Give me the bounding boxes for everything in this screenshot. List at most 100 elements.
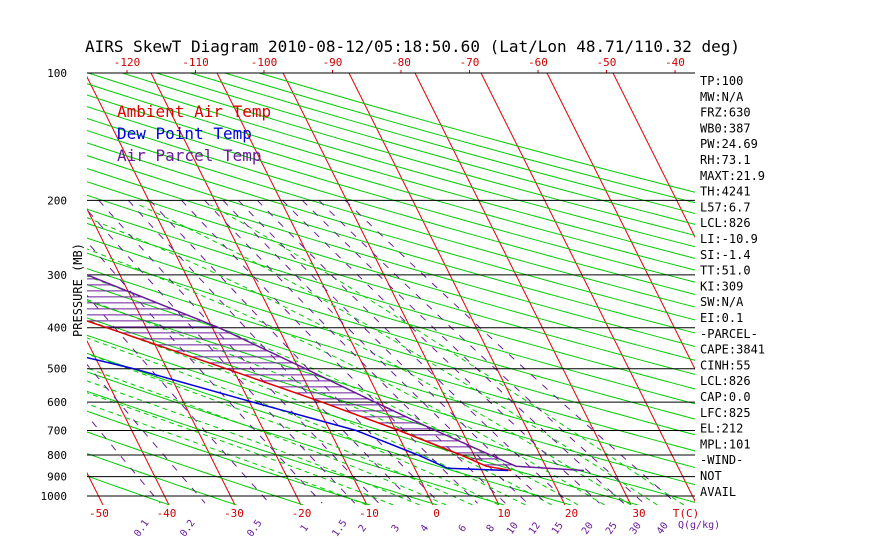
air-parcel-temp-line <box>87 274 585 472</box>
pressure-axis: 100 200 300 400 500 600 700 800 900 1000 <box>41 67 68 503</box>
mixing-ratio-tick-label: 0.2 <box>178 518 197 539</box>
legend: Ambient Air Temp Dew Point Temp Air Parcel… <box>117 102 271 165</box>
pressure-tick-label: 300 <box>47 269 67 282</box>
mixing-ratio-tick-label: 3 <box>390 523 402 534</box>
top-temp-tick-label: -60 <box>528 56 548 69</box>
dry-adiabat-line <box>87 252 695 436</box>
dry-adiabat-line <box>87 334 639 505</box>
dry-adiabat-line <box>87 352 572 505</box>
stat-item: TP:100 <box>700 74 743 88</box>
mixing-ratio-tick-label: 15 <box>550 520 566 536</box>
mixing-ratio-tick-label: 10 <box>505 520 521 536</box>
dry-adiabat-line <box>87 167 695 348</box>
stat-item: LFC:825 <box>700 406 751 420</box>
dry-adiabat-line <box>87 181 695 361</box>
mixing-ratio-line <box>87 363 206 504</box>
bottom-temp-tick-label: -10 <box>359 507 379 520</box>
mixing-ratio-axis: 0.1 0.2 0.5 1 1.5 2 3 4 6 8 10 12 15 20 25 30 40 Q(g/kg) <box>132 518 720 539</box>
dry-adiabat-line <box>87 83 695 259</box>
dry-adiabat-line <box>87 268 695 452</box>
dew-point-temp-line <box>87 356 509 472</box>
bottom-temp-tick-label: 20 <box>565 507 578 520</box>
stat-item: TT:51.0 <box>700 264 751 278</box>
moist-adiabat-line <box>87 248 605 505</box>
profile-curves <box>87 274 585 472</box>
dry-adiabat-line <box>87 284 695 469</box>
mixing-ratio-tick-label: 40 <box>655 520 671 536</box>
top-temp-tick-label: -120 <box>114 56 141 69</box>
stat-item: SW:N/A <box>700 295 744 309</box>
mixing-ratio-line <box>318 199 645 504</box>
mixing-ratio-line <box>87 294 270 504</box>
stat-item: EI:0.1 <box>700 311 743 325</box>
stat-item: CAPE:3841 <box>700 343 765 357</box>
mixing-ratio-tick-label: 4 <box>419 523 431 534</box>
mixing-ratio-unit-label: Q(g/kg) <box>678 520 720 531</box>
dry-adiabat-line <box>87 155 695 334</box>
moist-adiabat-line <box>87 353 473 505</box>
moist-adiabat-line <box>87 217 632 505</box>
stat-item: MAXT:21.9 <box>700 169 765 183</box>
mixing-ratio-tick-label: 2 <box>357 523 369 534</box>
pressure-tick-label: 800 <box>47 449 67 462</box>
dry-adiabat-line <box>87 208 695 390</box>
top-temp-tick-label: -40 <box>665 56 685 69</box>
chart-title: AIRS SkewT Diagram 2010-08-12/05:18:50.6… <box>85 37 740 56</box>
isotherm-line <box>480 73 695 503</box>
pressure-tick-label: 1000 <box>41 490 68 503</box>
mixing-ratio-tick-label: 25 <box>604 520 620 536</box>
stat-item: LCL:826 <box>700 216 751 230</box>
mixing-ratio-tick-label: 0.1 <box>132 518 151 539</box>
dry-adiabat-line <box>258 73 695 193</box>
stat-item: TH:4241 <box>700 185 751 199</box>
isotherm-line <box>282 73 500 505</box>
isobar-lines <box>87 72 695 497</box>
moist-adiabat-line <box>87 275 579 505</box>
mixing-ratio-tick-label: 6 <box>457 523 469 534</box>
dry-adiabat-line <box>87 431 304 505</box>
pressure-tick-label: 900 <box>47 471 67 484</box>
bottom-temp-tick-label: -50 <box>89 507 109 520</box>
top-temp-tick-label: -90 <box>323 56 343 69</box>
mixing-ratio-line <box>282 199 600 504</box>
moist-adiabat-line <box>87 392 394 505</box>
legend-item: Dew Point Temp <box>117 124 252 143</box>
pressure-tick-label: 100 <box>47 67 67 80</box>
stat-item: LI:-10.9 <box>700 232 758 246</box>
stat-item: WB0:387 <box>700 121 751 135</box>
top-temp-tick-label: -50 <box>597 56 617 69</box>
mixing-ratio-tick-label: 30 <box>628 520 644 536</box>
pressure-tick-label: 500 <box>47 363 67 376</box>
stat-item: EL:212 <box>700 422 743 436</box>
isotherm-line <box>348 73 566 505</box>
stat-item: KI:309 <box>700 279 743 293</box>
mixing-ratio-tick-label: 1 <box>299 523 311 534</box>
stat-item: -PARCEL- <box>700 327 758 341</box>
isotherm-line <box>87 339 170 505</box>
dry-adiabat-line <box>87 106 695 283</box>
stat-item: AVAIL <box>700 485 736 499</box>
mixing-ratio-line <box>87 209 356 504</box>
stat-item: -WIND- <box>700 453 743 467</box>
y-axis-label: PRESSURE (MB) <box>71 243 85 337</box>
bottom-temp-tick-label: -30 <box>224 507 244 520</box>
pressure-tick-label: 600 <box>47 396 67 409</box>
isotherm-line <box>87 75 302 505</box>
moist-adiabat-line <box>210 204 685 505</box>
stat-item: PW:24.69 <box>700 137 758 151</box>
top-temp-tick-label: -100 <box>251 56 278 69</box>
dry-adiabat-line <box>87 129 695 308</box>
bottom-temp-tick-label: -20 <box>292 507 312 520</box>
bottom-temp-unit-label: T(C) <box>673 507 700 520</box>
dry-adiabat-line <box>87 142 695 321</box>
dry-adiabat-line <box>87 390 438 505</box>
mixing-ratio-tick-label: 1.5 <box>330 518 349 539</box>
bottom-temperature-axis: -50 -40 -30 -20 -10 0 10 20 30 T(C) <box>89 507 699 520</box>
dry-adiabat-line <box>87 317 695 503</box>
stat-item: L57:6.7 <box>700 200 751 214</box>
legend-item: Ambient Air Temp <box>117 102 271 121</box>
pressure-tick-label: 400 <box>47 322 67 335</box>
bottom-temp-tick-label: -40 <box>157 507 177 520</box>
stat-item: RH:73.1 <box>700 153 751 167</box>
